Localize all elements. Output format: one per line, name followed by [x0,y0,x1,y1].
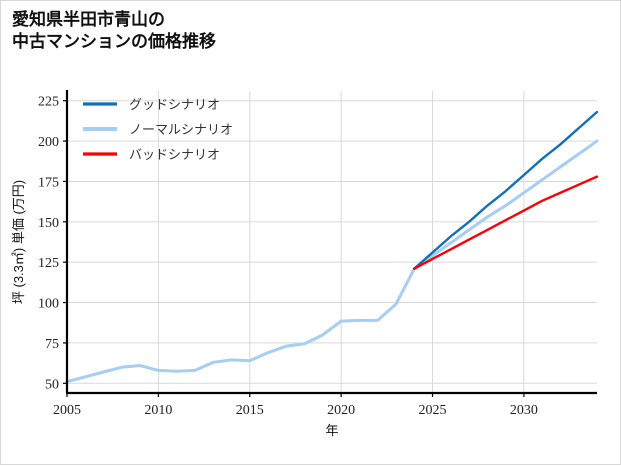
legend-label-ノーマルシナリオ[interactable]: ノーマルシナリオ [129,122,233,137]
ytick-label-150: 150 [38,216,59,231]
legend-label-バッドシナリオ[interactable]: バッドシナリオ [129,147,220,162]
ytick-label-100: 100 [38,297,59,312]
xtick-label-2010: 2010 [144,403,172,418]
tick-labels-group: 50 75 100 125 150 175 200 225 2005 2010 2015 2020 20… [38,95,538,418]
ytick-label-50: 50 [45,377,59,392]
ytick-label-200: 200 [38,135,59,150]
xtick-label-2030: 2030 [510,403,538,418]
x-axis-title: 年 [325,423,338,438]
axes-group [63,90,597,397]
y-axis-title: 坪 (3.3㎡) 単価 (万円) [11,180,26,304]
chart-title: 愛知県半田市青山の 中古マンションの価格推移 [12,10,216,52]
series-line-グッドシナリオ [413,110,599,270]
xtick-label-2025: 2025 [419,403,447,418]
legend-label-グッドシナリオ[interactable]: グッドシナリオ [129,97,220,112]
gridlines-group [66,91,597,393]
xtick-label-2020: 2020 [327,403,355,418]
axis-titles-group: 年 坪 (3.3㎡) 単価 (万円) [11,180,339,438]
ytick-label-75: 75 [45,337,59,352]
series-line-ノーマルシナリオ [65,139,599,384]
xtick-label-2015: 2015 [236,403,264,418]
series-line-バッドシナリオ [413,175,599,270]
series-group [65,110,599,384]
ytick-label-225: 225 [38,95,59,110]
ytick-label-125: 125 [38,256,59,271]
ytick-label-175: 175 [38,175,59,190]
xtick-label-2005: 2005 [53,403,81,418]
